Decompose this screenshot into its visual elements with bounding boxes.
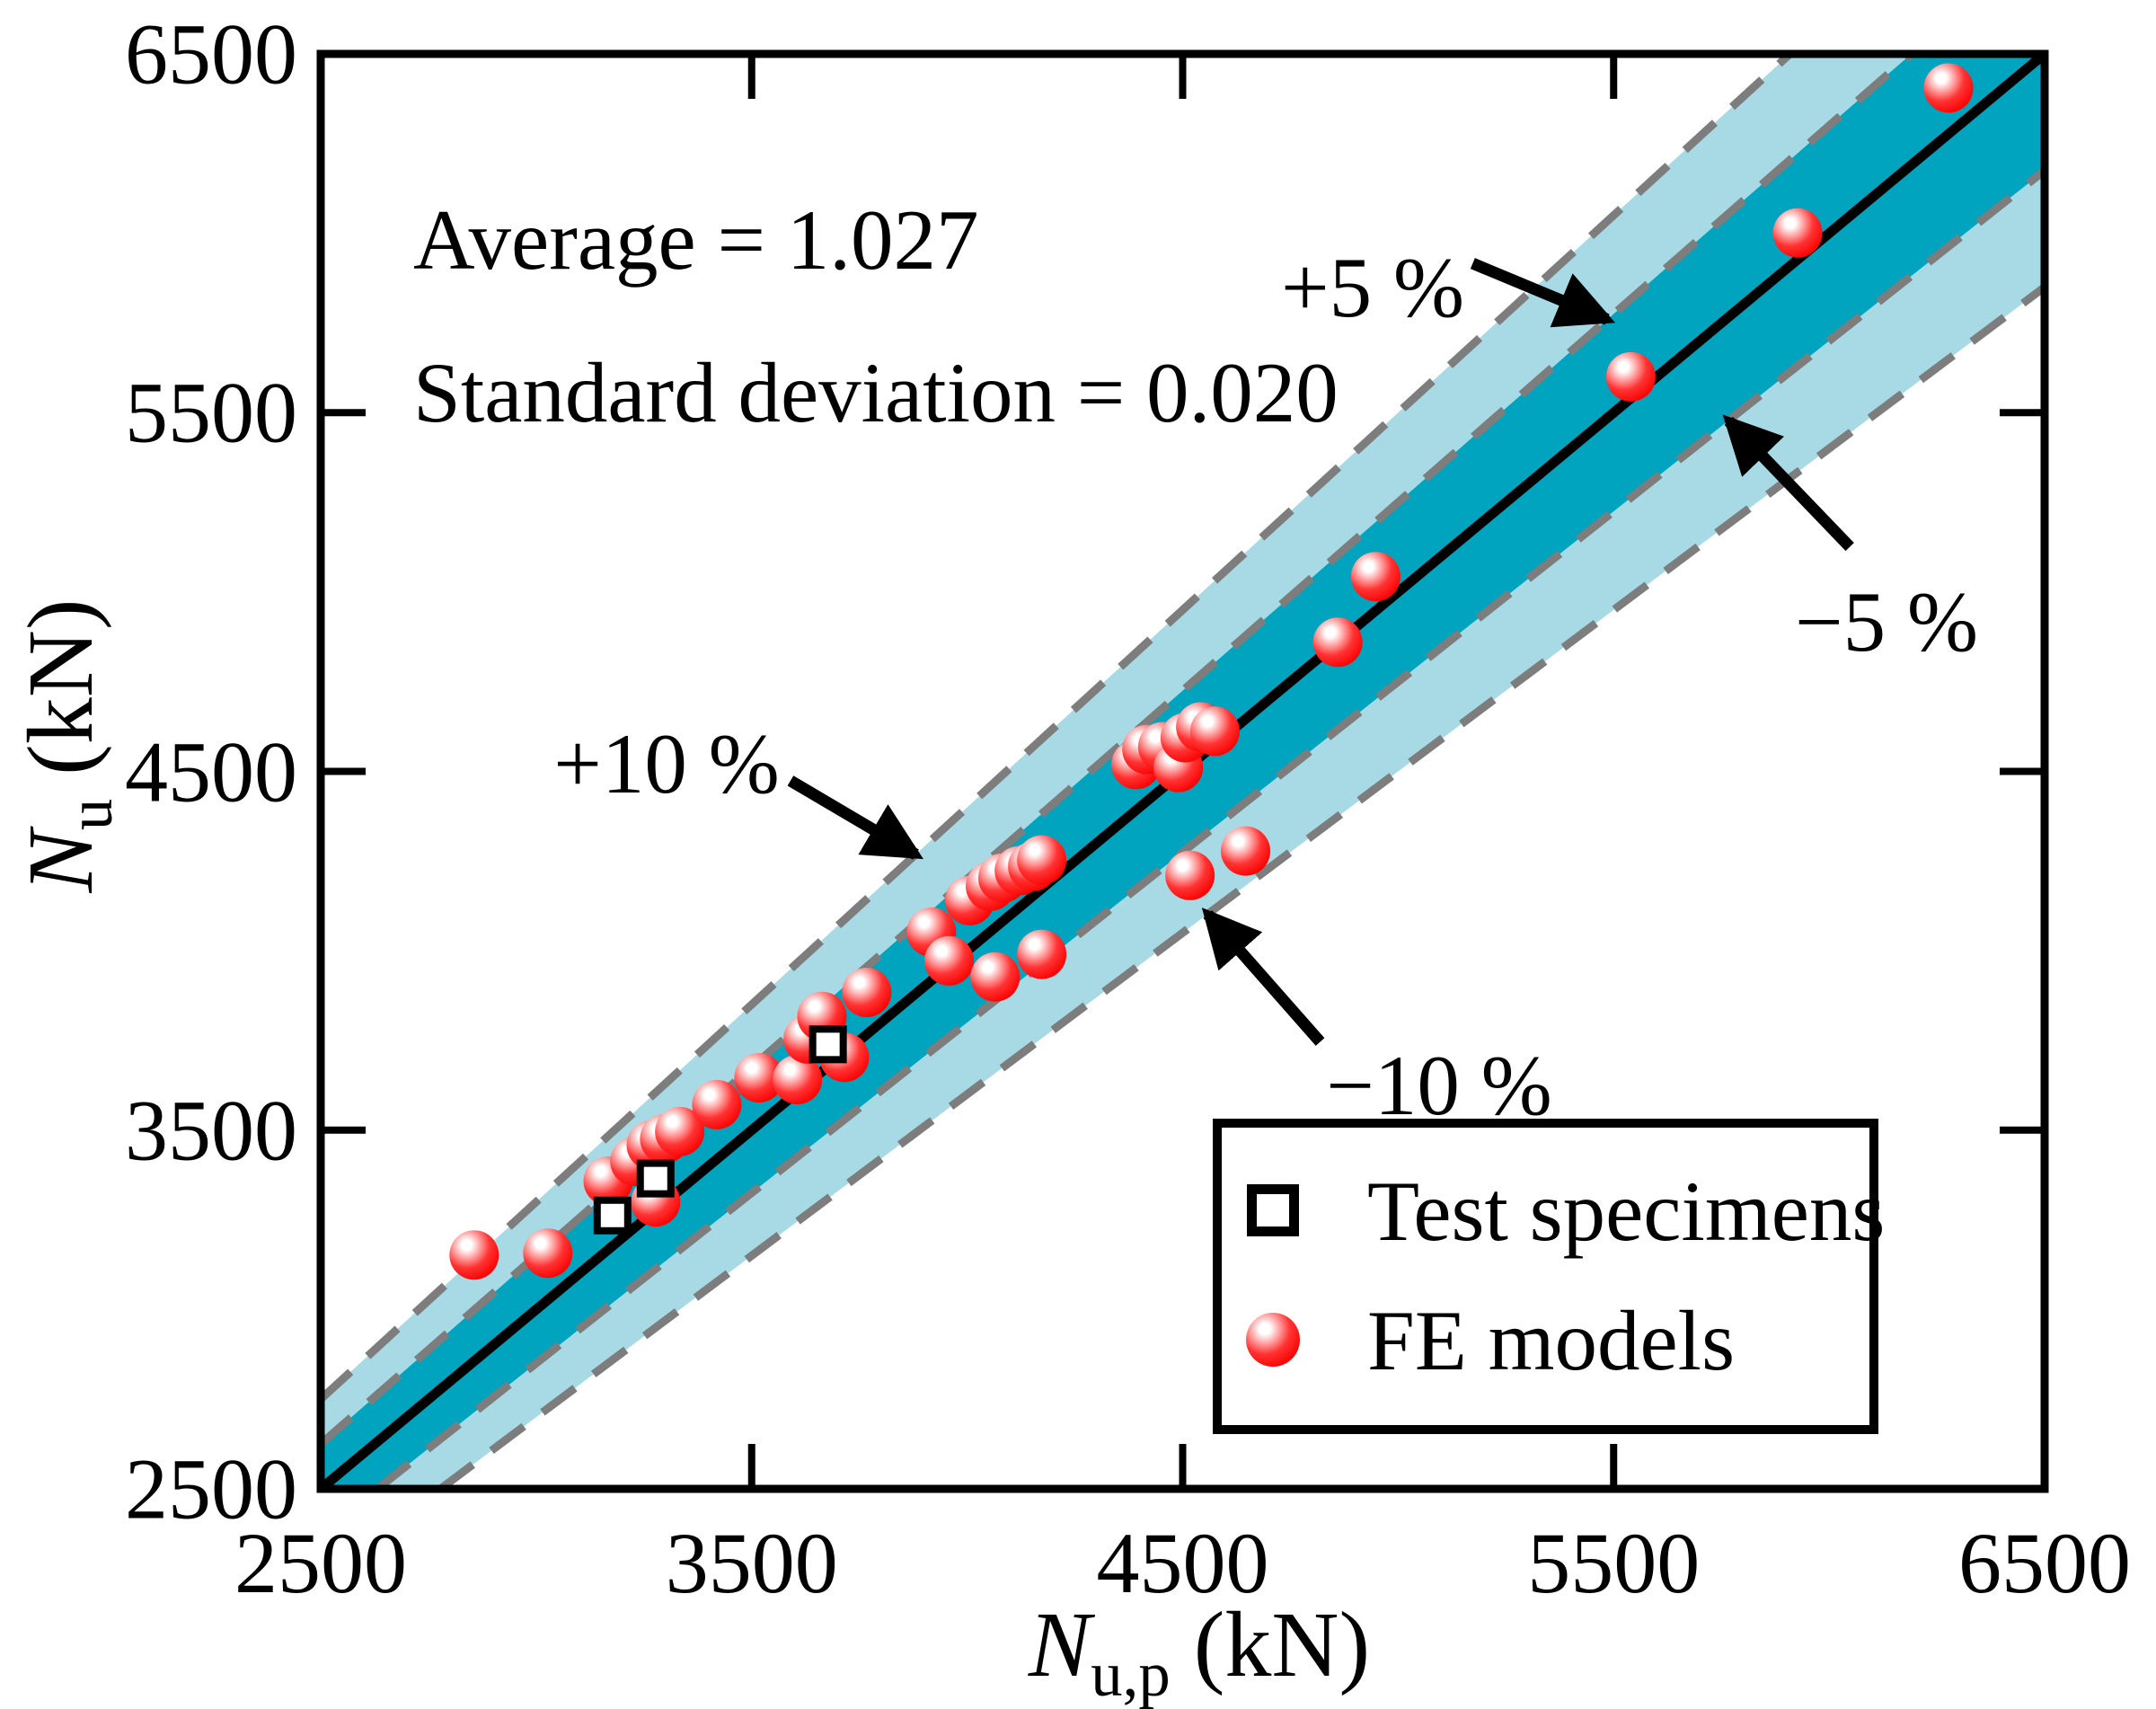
test-specimen-point (636, 1159, 675, 1198)
annotation-arrow (1722, 414, 1854, 552)
y-tick-label: 5500 (125, 364, 297, 461)
fe-model-point (773, 1054, 823, 1104)
y-tick-label: 3500 (125, 1082, 297, 1179)
x-tick-label: 4500 (1096, 1515, 1269, 1611)
test-specimen-point (808, 1025, 847, 1064)
x-axis-unit: (kN) (1170, 1593, 1371, 1697)
fe-model-point (734, 1052, 784, 1102)
fe-model-point (1605, 351, 1656, 402)
fe-model-point (449, 1230, 499, 1280)
x-tick-label: 6500 (1958, 1515, 2131, 1611)
minus5-percent-label: −5 % (1795, 574, 1978, 669)
fe-model-point (923, 935, 974, 986)
y-axis-title: Nu (kN) (7, 598, 128, 892)
plus5-percent-label: +5 % (1281, 240, 1464, 335)
y-tick-label: 6500 (125, 5, 297, 102)
y-tick-label: 2500 (125, 1440, 297, 1537)
fe-model-point (692, 1079, 742, 1129)
minus10-percent-label: −10 % (1326, 1038, 1552, 1133)
band-boundary-dashed-line (321, 54, 1793, 1403)
test-specimen-points (593, 1025, 847, 1235)
fe-model-point (1017, 929, 1067, 979)
fe-model-point (1165, 850, 1215, 900)
y-tick-label: 4500 (125, 723, 297, 819)
fe-model-point (655, 1106, 705, 1156)
band-boundary-dashed-line (321, 54, 1914, 1448)
fe-model-point (1772, 208, 1823, 258)
legend-fe-model-marker (1246, 1313, 1300, 1367)
fe-model-point (1350, 552, 1401, 602)
fe-model-point (1221, 826, 1271, 876)
legend: Test specimens FE models (1213, 1119, 1885, 1434)
annotation-arrow (787, 775, 923, 860)
test-specimen-point (593, 1196, 632, 1235)
band-boundary-dashed-line (437, 283, 2045, 1489)
fe-model-point (1189, 706, 1240, 757)
x-axis-variable: N (1028, 1593, 1091, 1697)
fe-model-point (1017, 835, 1067, 885)
legend-label-test-specimens: Test specimens (1367, 1164, 1886, 1259)
legend-label-fe-models: FE models (1367, 1293, 1736, 1388)
legend-test-specimen-marker (1247, 1184, 1299, 1236)
x-tick-label: 5500 (1527, 1515, 1701, 1611)
x-tick-label: 2500 (234, 1515, 407, 1611)
annotation-arrows (787, 258, 1854, 1046)
fe-model-point (523, 1228, 573, 1279)
y-axis-variable: N (9, 830, 113, 893)
fe-model-point (842, 967, 892, 1017)
x-axis-subscript: u,p (1091, 1639, 1171, 1709)
std-dev-annotation: Standard deviation = 0.020 (413, 345, 1339, 440)
band-boundary-dashed-line (375, 167, 2045, 1489)
y-axis-subscript: u (55, 798, 126, 831)
x-axis-title: Nu,p (kN) (1029, 1591, 1370, 1709)
plus10-percent-label: +10 % (553, 716, 780, 811)
fe-model-point (970, 952, 1021, 1002)
annotation-arrow (1201, 908, 1325, 1046)
fe-model-point (1312, 617, 1363, 668)
annotation-arrow (1470, 258, 1616, 328)
fe-model-point (1923, 63, 1974, 113)
x-tick-label: 3500 (665, 1515, 838, 1611)
axis-ticks (317, 50, 2048, 1492)
y-axis-unit: (kN) (9, 598, 113, 799)
average-annotation: Average = 1.027 (413, 192, 979, 288)
